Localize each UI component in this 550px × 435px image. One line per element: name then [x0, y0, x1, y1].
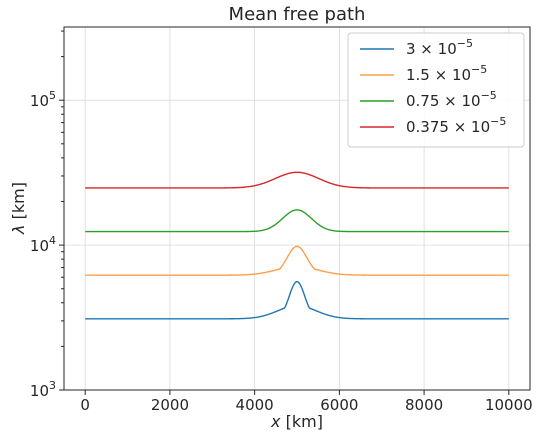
y-tick-label: 105	[30, 89, 56, 110]
x-tick-label: 4000	[236, 396, 274, 414]
x-tick-label: 0	[80, 396, 90, 414]
y-axis-label-unit: [km]	[9, 182, 28, 224]
axis-layer: 0 2000 4000 6000 8000 10000 103 104 105	[30, 30, 533, 414]
chart-title: Mean free path	[229, 4, 366, 25]
series-line	[85, 280, 509, 320]
series-line	[85, 171, 509, 189]
y-axis-label: λ [km]	[9, 182, 28, 235]
x-axis-label: x [km]	[270, 412, 323, 431]
series-line	[85, 245, 509, 276]
x-axis-label-unit: [km]	[281, 412, 323, 431]
legend-entry: 3 × 10−5	[406, 37, 473, 58]
plot-frame	[63, 26, 531, 391]
x-tick-label: 10000	[485, 396, 533, 414]
legend-box	[347, 32, 525, 148]
x-axis-label-var: x	[270, 412, 281, 431]
legend-entry: 1.5 × 10−5	[406, 63, 487, 84]
x-tick-label: 2000	[151, 396, 189, 414]
series-line	[85, 209, 509, 233]
x-tick-label: 8000	[405, 396, 443, 414]
x-tick-label: 6000	[320, 396, 358, 414]
y-tick-label: 104	[30, 234, 56, 255]
legend-entry: 0.75 × 10−5	[406, 89, 497, 110]
y-axis-label-var: λ	[9, 224, 28, 234]
y-tick-label: 103	[30, 379, 56, 400]
legend: 3 × 10−5 1.5 × 10−5 0.75 × 10−5 0.375 × 10−…	[347, 32, 525, 148]
legend-entry: 0.375 × 10−5	[406, 115, 506, 136]
series-layer	[85, 171, 509, 320]
